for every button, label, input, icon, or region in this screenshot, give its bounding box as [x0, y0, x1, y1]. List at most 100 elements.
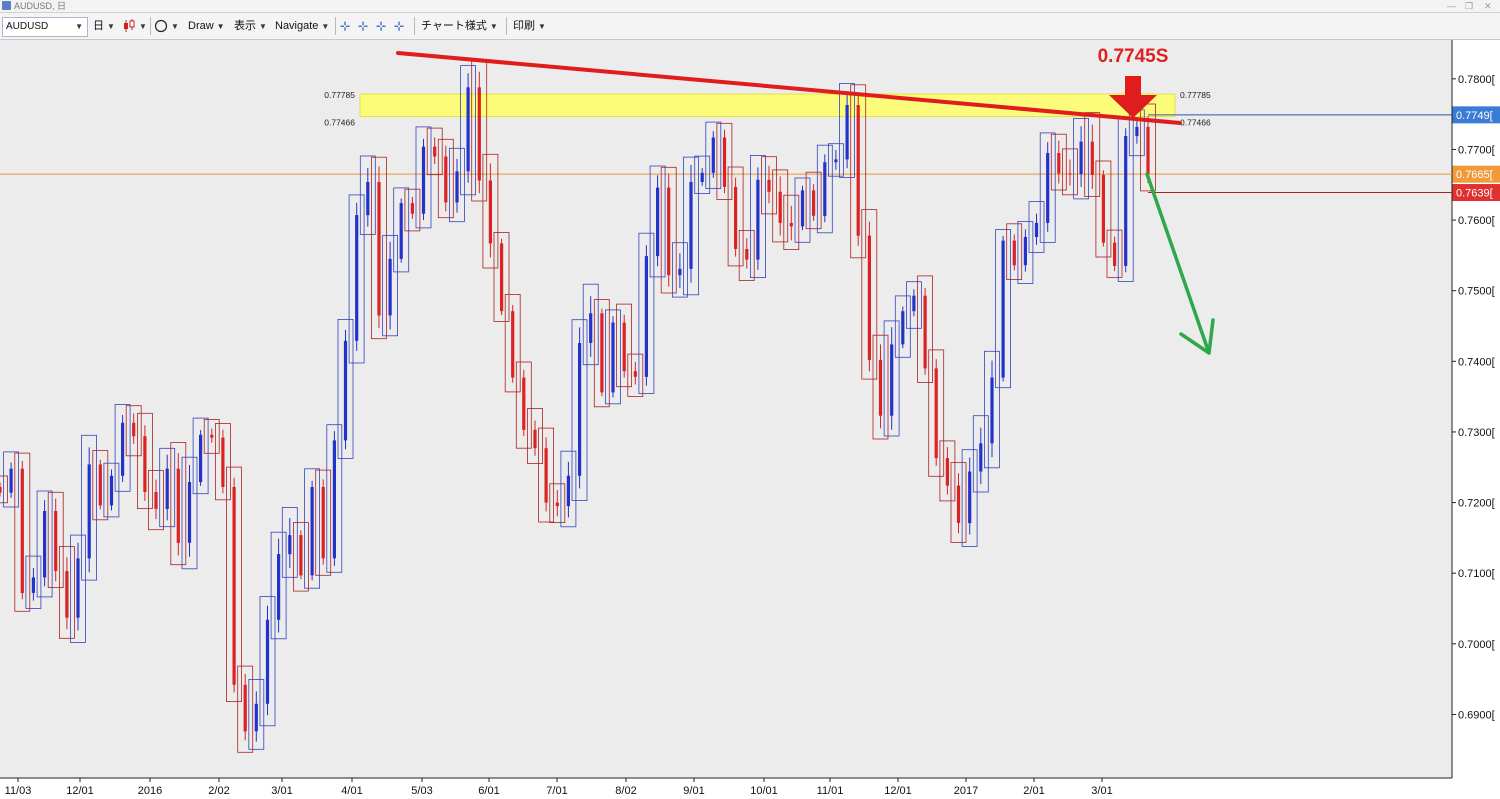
candle[interactable] [455, 171, 459, 203]
restore-icon[interactable]: ❐ [1465, 1, 1474, 11]
candle[interactable] [377, 182, 381, 316]
candle[interactable] [500, 243, 504, 312]
candle[interactable] [265, 619, 270, 704]
candle[interactable] [332, 440, 336, 559]
resistance-zone[interactable] [359, 93, 1176, 117]
candle[interactable] [533, 429, 537, 449]
candle[interactable] [210, 434, 214, 438]
candle[interactable] [1124, 136, 1128, 266]
candle[interactable] [0, 487, 2, 493]
crosshair-tool-3-icon[interactable]: ⊹ [376, 19, 387, 33]
candle[interactable] [299, 535, 303, 576]
candle[interactable] [76, 558, 80, 618]
candle[interactable] [1023, 237, 1027, 266]
candle[interactable] [878, 359, 883, 416]
candle[interactable] [823, 162, 827, 216]
candle[interactable] [199, 434, 203, 483]
candle[interactable] [65, 571, 69, 618]
candle[interactable] [845, 105, 849, 160]
candle[interactable] [1001, 240, 1005, 378]
candle[interactable] [433, 146, 437, 157]
candle[interactable] [154, 492, 158, 509]
candle[interactable] [901, 311, 905, 345]
candle[interactable] [934, 368, 938, 459]
candle[interactable] [644, 256, 648, 377]
candle[interactable] [890, 344, 894, 416]
symbol-select[interactable]: AUDUSD ▼ [2, 17, 88, 37]
candle[interactable] [254, 703, 258, 732]
candle[interactable] [1079, 141, 1083, 175]
candle[interactable] [689, 182, 693, 269]
candle[interactable] [745, 249, 749, 260]
candle[interactable] [399, 203, 403, 259]
candle[interactable] [789, 222, 793, 227]
candle[interactable] [611, 322, 615, 393]
candle[interactable] [812, 190, 816, 216]
candle[interactable] [87, 464, 91, 559]
candle[interactable] [388, 258, 392, 316]
candle[interactable] [288, 535, 292, 555]
candle[interactable] [277, 554, 281, 620]
candle[interactable] [622, 322, 626, 372]
candle[interactable] [165, 468, 169, 509]
candle[interactable] [310, 487, 314, 576]
candle[interactable] [243, 684, 247, 732]
candle[interactable] [956, 485, 961, 523]
candle[interactable] [232, 487, 236, 685]
candle[interactable] [856, 105, 860, 236]
candle[interactable] [778, 191, 782, 223]
candle[interactable] [20, 468, 24, 593]
navigate-menu[interactable]: Navigate ▼ [275, 16, 329, 36]
candle[interactable] [43, 511, 47, 578]
candle[interactable] [656, 187, 660, 257]
candle[interactable] [968, 471, 972, 524]
candle[interactable] [990, 377, 994, 444]
candle[interactable] [54, 511, 58, 571]
candle[interactable] [923, 295, 927, 369]
crosshair-tool-2-icon[interactable]: ⊹ [358, 19, 369, 33]
candle[interactable] [98, 464, 102, 506]
candle[interactable] [477, 87, 481, 181]
candle[interactable] [221, 437, 225, 487]
candle[interactable] [633, 371, 637, 377]
view-menu[interactable]: 表示 ▼ [234, 16, 267, 36]
candle[interactable] [722, 137, 727, 187]
candle[interactable] [544, 448, 548, 503]
candle[interactable] [555, 502, 559, 507]
candle[interactable] [767, 179, 771, 192]
candle[interactable] [756, 179, 760, 260]
candle[interactable] [834, 159, 838, 163]
crosshair-tool-4-icon[interactable]: ⊹ [394, 19, 405, 33]
candle[interactable] [421, 146, 426, 214]
candle[interactable] [522, 377, 526, 430]
timeframe-button[interactable]: 日 ▼ [93, 16, 115, 36]
chart-style-menu[interactable]: チャート様式 ▼ [421, 16, 498, 36]
candle[interactable] [945, 458, 949, 486]
candle[interactable] [31, 577, 35, 593]
candle[interactable] [187, 482, 192, 543]
candle[interactable] [1012, 240, 1016, 266]
minimize-icon[interactable]: — [1447, 1, 1456, 11]
candle[interactable] [600, 313, 604, 393]
candle[interactable] [410, 203, 414, 214]
close-icon[interactable]: ✕ [1484, 1, 1492, 11]
candle[interactable] [1046, 153, 1050, 223]
candle[interactable] [355, 215, 359, 341]
candle[interactable] [109, 475, 114, 506]
candle[interactable] [343, 340, 348, 441]
candle[interactable] [667, 187, 671, 276]
candle[interactable] [1034, 222, 1039, 237]
candle[interactable] [1113, 242, 1117, 266]
candle[interactable] [366, 182, 370, 216]
candle-style-button[interactable]: ▼ [122, 16, 147, 36]
candle[interactable] [1057, 153, 1061, 174]
candle[interactable] [734, 186, 738, 249]
candle[interactable] [9, 468, 13, 493]
candle[interactable] [444, 156, 448, 203]
candle[interactable] [589, 313, 593, 343]
candle[interactable] [143, 436, 147, 492]
candle[interactable] [132, 422, 136, 437]
crosshair-tool-1-icon[interactable]: ⊹ [340, 19, 351, 33]
candle[interactable] [466, 87, 470, 172]
candle[interactable] [800, 190, 805, 227]
